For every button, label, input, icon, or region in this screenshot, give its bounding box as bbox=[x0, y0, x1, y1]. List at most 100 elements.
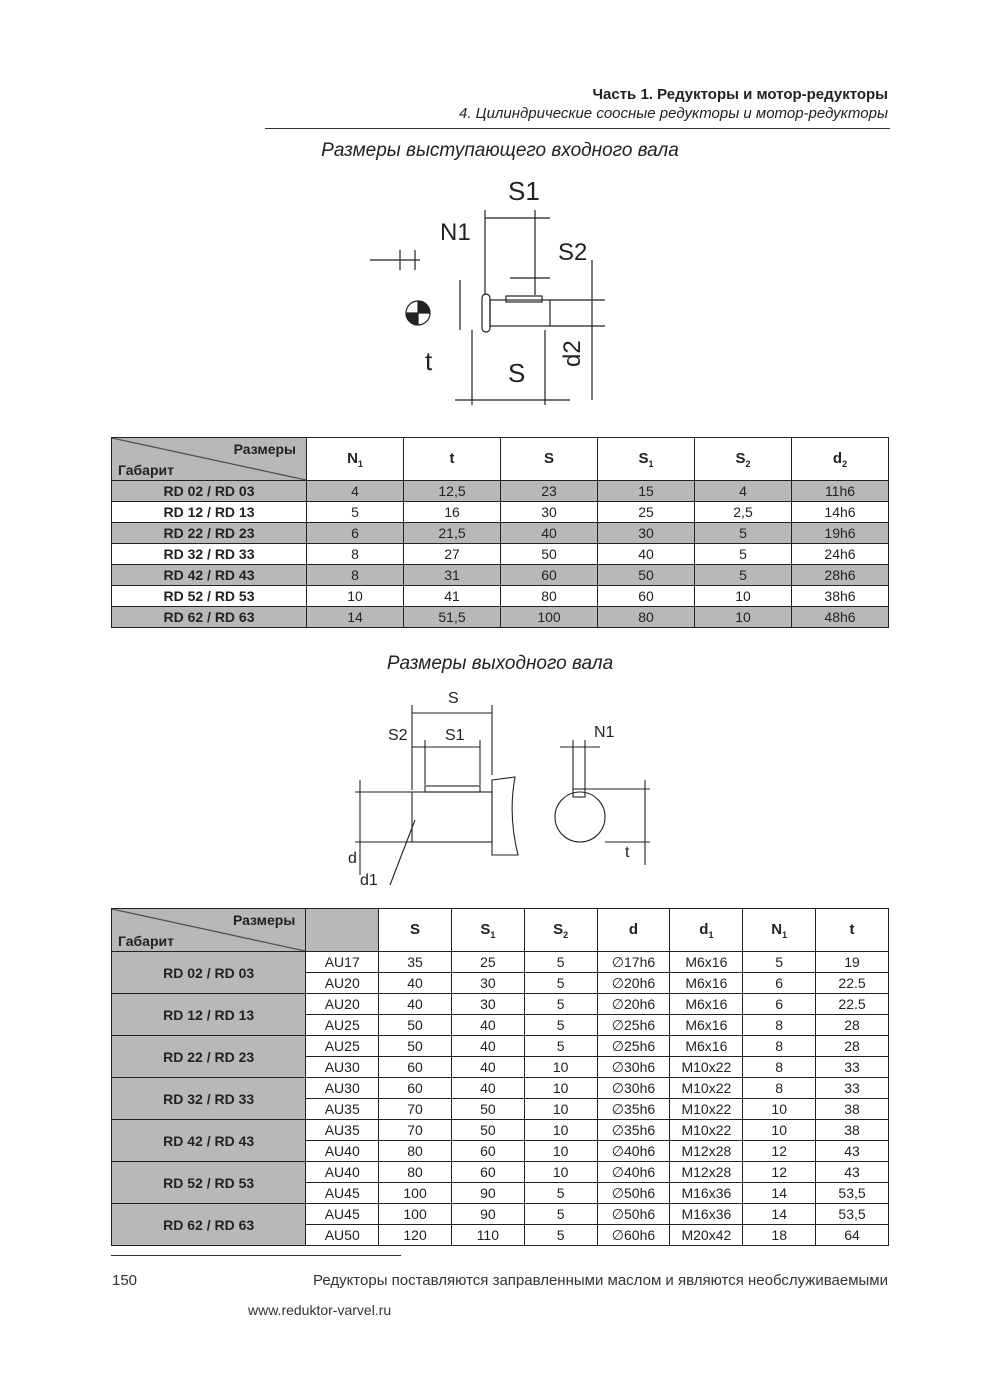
value-cell: 43 bbox=[815, 1161, 889, 1183]
value-cell: M6x16 bbox=[669, 993, 744, 1015]
value-cell: 4 bbox=[694, 480, 792, 502]
value-cell: 5 bbox=[523, 951, 598, 973]
value-cell: 80 bbox=[597, 606, 695, 628]
label-n1: N1 bbox=[440, 219, 471, 246]
shaft-collar bbox=[481, 293, 491, 333]
table-row: RD 02 / RD 03 4 12,5 23 15 4 11h6 bbox=[111, 480, 889, 502]
value-cell: 5 bbox=[742, 951, 817, 973]
label-t: t bbox=[425, 346, 433, 376]
value-cell: 8 bbox=[742, 1014, 817, 1036]
value-cell: 40 bbox=[500, 522, 598, 544]
size-cell: RD 22 / RD 23 bbox=[110, 1035, 307, 1078]
value-cell: 70 bbox=[378, 1119, 452, 1141]
value-cell: 40 bbox=[450, 1077, 525, 1099]
table-row: RD 12 / RD 13 5 16 30 25 2,5 14h6 bbox=[111, 501, 889, 523]
value-cell: 10 bbox=[742, 1098, 817, 1120]
value-cell: 60 bbox=[378, 1056, 452, 1078]
input-shaft-table: Размеры Габарит N1 t S S1 S2 d2 RD 02 / RD 03 4 1… bbox=[111, 437, 889, 628]
value-cell: AU35 bbox=[305, 1119, 380, 1141]
column-header: d2 bbox=[791, 437, 889, 481]
value-cell: 8 bbox=[306, 564, 404, 586]
column-header: S bbox=[378, 908, 452, 952]
size-cell: RD 32 / RD 33 bbox=[111, 543, 307, 565]
value-cell: 90 bbox=[450, 1182, 525, 1204]
value-cell: 33 bbox=[815, 1077, 889, 1099]
value-cell: 14 bbox=[742, 1182, 817, 1204]
value-cell: AU45 bbox=[305, 1182, 380, 1204]
housing bbox=[491, 776, 519, 856]
shaft-body bbox=[489, 299, 551, 327]
size-cell: RD 02 / RD 03 bbox=[111, 480, 307, 502]
value-cell: 40 bbox=[597, 543, 695, 565]
table-row: RD 02 / RD 03 AU17 35 25 5 ∅17h6 M6x16 5 19 bbox=[110, 951, 889, 994]
value-cell: 90 bbox=[450, 1203, 525, 1225]
value-cell: 10 bbox=[306, 585, 404, 607]
table-row: RD 22 / RD 23 6 21,5 40 30 5 19h6 bbox=[111, 522, 889, 544]
value-cell: 5 bbox=[694, 543, 792, 565]
value-cell: 30 bbox=[450, 993, 525, 1015]
value-cell: 16 bbox=[403, 501, 501, 523]
value-cell: 40 bbox=[450, 1035, 525, 1057]
value-cell: 12 bbox=[742, 1140, 817, 1162]
value-cell: 100 bbox=[378, 1182, 452, 1204]
value-cell: 38 bbox=[815, 1119, 889, 1141]
value-cell: M6x16 bbox=[669, 1014, 744, 1036]
table-row: RD 52 / RD 53 AU40 80 60 10 ∅40h6 M12x28 12 43 bbox=[110, 1161, 889, 1204]
value-cell: 50 bbox=[450, 1098, 525, 1120]
column-header: S2 bbox=[523, 908, 598, 952]
value-cell: 23 bbox=[500, 480, 598, 502]
value-cell: 5 bbox=[523, 1203, 598, 1225]
value-cell: 5 bbox=[523, 1224, 598, 1246]
value-cell: 10 bbox=[523, 1077, 598, 1099]
value-cell: 53,5 bbox=[815, 1203, 889, 1225]
value-cell: 60 bbox=[597, 585, 695, 607]
value-cell: AU17 bbox=[305, 951, 380, 973]
size-cell: RD 12 / RD 13 bbox=[111, 501, 307, 523]
value-cell: 10 bbox=[742, 1119, 817, 1141]
value-cell: ∅35h6 bbox=[596, 1119, 671, 1141]
value-cell: 35 bbox=[378, 951, 452, 973]
value-cell: AU50 bbox=[305, 1224, 380, 1246]
value-cell: 60 bbox=[378, 1077, 452, 1099]
value-cell: 6 bbox=[742, 993, 817, 1015]
value-cell: AU40 bbox=[305, 1140, 380, 1162]
table-row: RD 62 / RD 63 14 51,5 100 80 10 48h6 bbox=[111, 606, 889, 628]
value-cell: 25 bbox=[450, 951, 525, 973]
value-cell: 6 bbox=[306, 522, 404, 544]
value-cell: 30 bbox=[500, 501, 598, 523]
value-cell: 24h6 bbox=[791, 543, 889, 565]
value-cell: M10x22 bbox=[669, 1077, 744, 1099]
footer-url[interactable]: www.reduktor-varvel.ru bbox=[248, 1302, 392, 1318]
value-cell: 25 bbox=[597, 501, 695, 523]
value-cell: 5 bbox=[523, 1182, 598, 1204]
value-cell: 5 bbox=[694, 522, 792, 544]
value-cell: M20x42 bbox=[669, 1224, 744, 1246]
size-cell: RD 52 / RD 53 bbox=[111, 585, 307, 607]
value-cell: 12 bbox=[742, 1161, 817, 1183]
value-cell: 100 bbox=[500, 606, 598, 628]
value-cell: ∅20h6 bbox=[596, 993, 671, 1015]
label-n1: N1 bbox=[594, 724, 615, 741]
value-cell: 40 bbox=[378, 993, 452, 1015]
value-cell: M12x28 bbox=[669, 1161, 744, 1183]
value-cell: 10 bbox=[694, 585, 792, 607]
value-cell: 31 bbox=[403, 564, 501, 586]
value-cell: 8 bbox=[306, 543, 404, 565]
value-cell: ∅17h6 bbox=[596, 951, 671, 973]
value-cell: AU20 bbox=[305, 993, 380, 1015]
value-cell: 10 bbox=[523, 1161, 598, 1183]
value-cell: 10 bbox=[523, 1119, 598, 1141]
size-cell: RD 62 / RD 63 bbox=[111, 606, 307, 628]
size-cell: RD 02 / RD 03 bbox=[110, 951, 307, 994]
value-cell: 5 bbox=[523, 1035, 598, 1057]
value-cell: 10 bbox=[694, 606, 792, 628]
table-row: RD 52 / RD 53 10 41 80 60 10 38h6 bbox=[111, 585, 889, 607]
value-cell: M16x36 bbox=[669, 1203, 744, 1225]
value-cell: ∅30h6 bbox=[596, 1056, 671, 1078]
table-row: AU20 40 30 5 ∅20h6 M6x16 6 22.5 bbox=[112, 972, 889, 994]
column-header: t bbox=[403, 437, 501, 481]
value-cell: M6x16 bbox=[669, 951, 744, 973]
column-header: S1 bbox=[450, 908, 525, 952]
value-cell: AU30 bbox=[305, 1056, 380, 1078]
value-cell: 8 bbox=[742, 1056, 817, 1078]
